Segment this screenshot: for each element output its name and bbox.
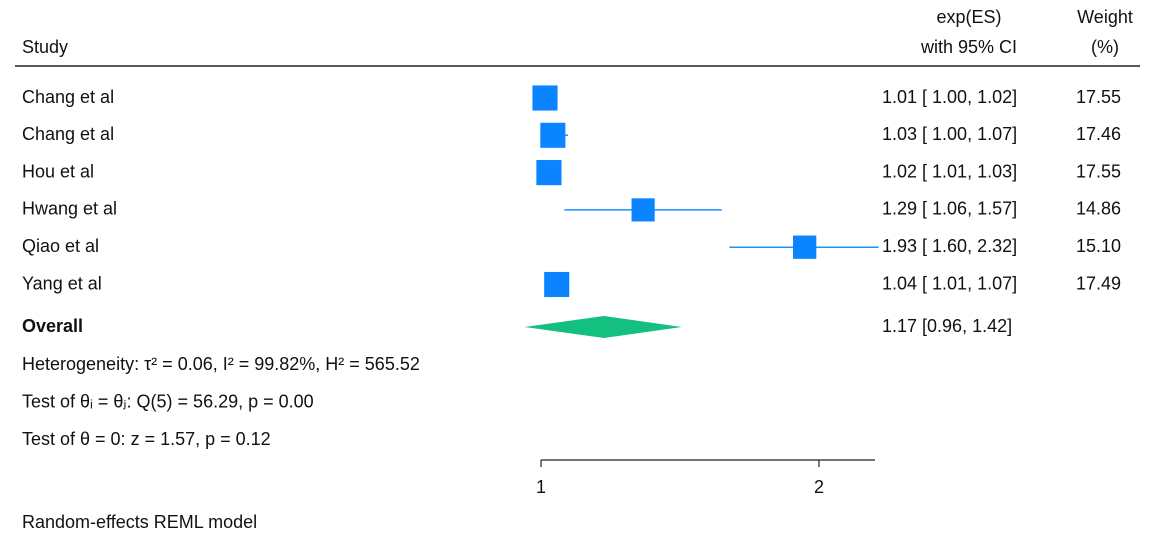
weight-label: 15.10 <box>1076 236 1121 256</box>
effect-square <box>540 122 566 148</box>
effect-square <box>631 198 655 222</box>
ci-label: 1.01 [ 1.00, 1.02] <box>882 87 1017 107</box>
test-note: Test of θ = 0: z = 1.57, p = 0.12 <box>22 429 271 449</box>
weight-label: 17.55 <box>1076 87 1121 107</box>
ci-label: 1.04 [ 1.01, 1.07] <box>882 273 1017 293</box>
effect-square <box>793 235 817 259</box>
weight-header: Weight <box>1077 7 1133 27</box>
footnote: Random-effects REML model <box>22 512 257 532</box>
ci-label: 1.02 [ 1.01, 1.03] <box>882 161 1017 181</box>
ci-header: with 95% CI <box>920 37 1017 57</box>
study-label: Chang et al <box>22 124 114 144</box>
weight-label: 17.55 <box>1076 161 1121 181</box>
effect-square <box>532 85 558 111</box>
test-note: Test of θᵢ = θⱼ: Q(5) = 56.29, p = 0.00 <box>22 391 314 411</box>
weight-label: 17.46 <box>1076 124 1121 144</box>
ci-label: 1.29 [ 1.06, 1.57] <box>882 199 1017 219</box>
x-tick-label: 2 <box>814 477 824 497</box>
effect-square <box>536 160 562 186</box>
weight-label: 17.49 <box>1076 273 1121 293</box>
effect-square <box>544 271 570 298</box>
x-tick-label: 1 <box>536 477 546 497</box>
weight-label: 14.86 <box>1076 199 1121 219</box>
study-label: Yang et al <box>22 273 102 293</box>
weight-header: (%) <box>1091 37 1119 57</box>
ci-label: 1.93 [ 1.60, 2.32] <box>882 236 1017 256</box>
overall-label: Overall <box>22 316 83 336</box>
overall-ci: 1.17 [0.96, 1.42] <box>882 316 1012 336</box>
test-note: Heterogeneity: τ² = 0.06, I² = 99.82%, H… <box>22 354 420 374</box>
study-label: Hou et al <box>22 161 94 181</box>
overall-diamond <box>524 316 682 338</box>
ci-header: exp(ES) <box>936 7 1001 27</box>
study-label: Hwang et al <box>22 199 117 219</box>
study-header: Study <box>22 37 68 57</box>
study-label: Chang et al <box>22 87 114 107</box>
ci-label: 1.03 [ 1.00, 1.07] <box>882 124 1017 144</box>
study-label: Qiao et al <box>22 236 99 256</box>
